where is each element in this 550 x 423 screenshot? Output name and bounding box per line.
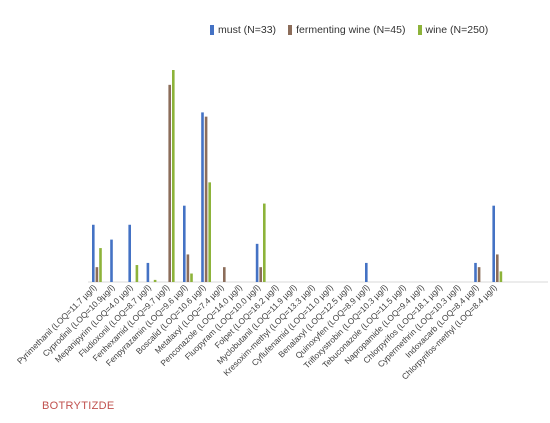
bar-chlorpyrifos-methyl-must	[492, 205, 495, 282]
legend-item-must: must (N=33)	[210, 24, 276, 36]
bar-mepanipyrim-must	[128, 224, 131, 282]
bars-group	[92, 70, 503, 283]
bar-quinoxyfen-must	[365, 262, 368, 282]
bar-pyrimethanil-must	[92, 224, 95, 282]
bar-metalaxyl-fermenting	[223, 267, 226, 282]
bar-indoxacarb-fermenting	[477, 267, 481, 282]
bar-boscalid-fermenting	[204, 116, 208, 282]
legend-label-fermenting-wine: fermenting wine (N=45)	[296, 24, 406, 36]
bar-pyrimethanil-fermenting	[95, 267, 99, 282]
legend-label-must: must (N=33)	[218, 24, 277, 36]
legend-swatch-fermenting-wine	[288, 25, 293, 35]
bar-fenpyrazamin-must	[183, 205, 186, 282]
bar-boscalid-wine	[208, 182, 211, 282]
legend-item-fermenting-wine: fermenting wine (N=45)	[288, 24, 406, 36]
bar-cyprodinil-must	[110, 239, 113, 282]
bar-fenpyrazamin-wine	[190, 273, 193, 282]
legend: must (N=33) fermenting wine (N=45) wine …	[210, 24, 488, 36]
bar-boscalid-must	[201, 112, 204, 283]
bar-indoxacarb-must	[474, 262, 477, 282]
bar-fluopyram-wine	[263, 203, 266, 282]
x-tick-labels-group: Pyrimethanil (LOQ=11.7 µg/l)Cyprodinil (…	[15, 282, 499, 381]
bar-fenhexamid-wine	[172, 70, 175, 282]
legend-swatch-wine	[417, 25, 422, 35]
bar-fluopyram-must	[255, 243, 259, 282]
footnote: BOTRYTIZDE	[42, 400, 115, 412]
bar-fluopyram-fermenting	[259, 267, 262, 282]
bar-chlorpyrifos-methyl-wine	[499, 271, 503, 282]
bar-mepanipyrim-wine	[135, 265, 139, 282]
bar-fludioxonil-must	[146, 262, 150, 282]
legend-swatch-must	[210, 25, 214, 35]
bar-fenhexamid-fermenting	[168, 84, 171, 282]
bar-pyrimethanil-wine	[99, 248, 102, 282]
legend-item-wine: wine (N=250)	[417, 24, 489, 36]
bar-fludioxonil-wine	[153, 279, 157, 282]
legend-label-wine: wine (N=250)	[425, 24, 489, 36]
bar-chlorpyrifos-methyl-fermenting	[496, 254, 499, 282]
bar-fenpyrazamin-fermenting	[186, 254, 190, 282]
